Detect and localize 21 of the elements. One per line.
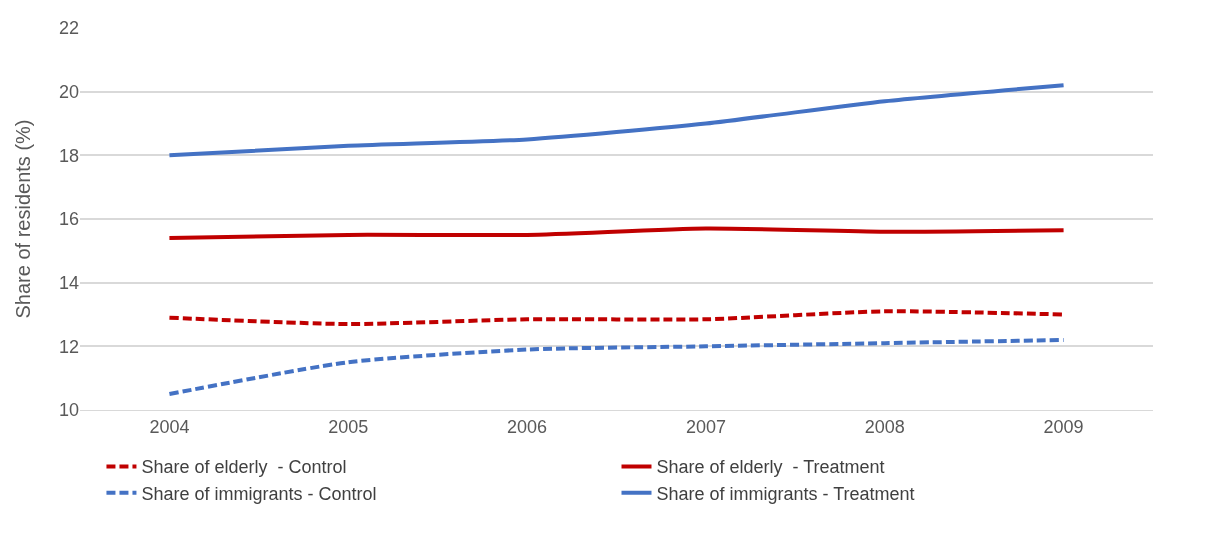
legend-label: Share of elderly - Control [141,457,347,478]
legend-label: Share of elderly - Treatment [656,457,885,478]
y-tick-label: 18 [58,145,79,166]
x-tick-label: 2008 [864,416,905,437]
y-tick-label: 10 [58,400,79,421]
y-axis-title: Share of residents (%) [12,119,34,319]
legend-label: Share of immigrants - Treatment [656,483,915,504]
line-series [167,226,1066,241]
y-tick-label: 22 [58,18,79,39]
y-tick-label: 20 [58,81,79,102]
legend-label: Share of immigrants - Control [141,483,377,504]
x-tick-label: 2006 [507,416,548,437]
line-series [167,83,1066,158]
x-tick-label: 2009 [1043,416,1084,437]
y-tick-label: 14 [58,272,79,293]
line-series [167,337,1066,397]
y-tick-label: 16 [58,209,79,230]
x-tick-label: 2005 [328,416,369,437]
x-tick-label: 2007 [685,416,726,437]
x-tick-label: 2004 [149,416,190,437]
y-tick-label: 12 [58,336,79,357]
